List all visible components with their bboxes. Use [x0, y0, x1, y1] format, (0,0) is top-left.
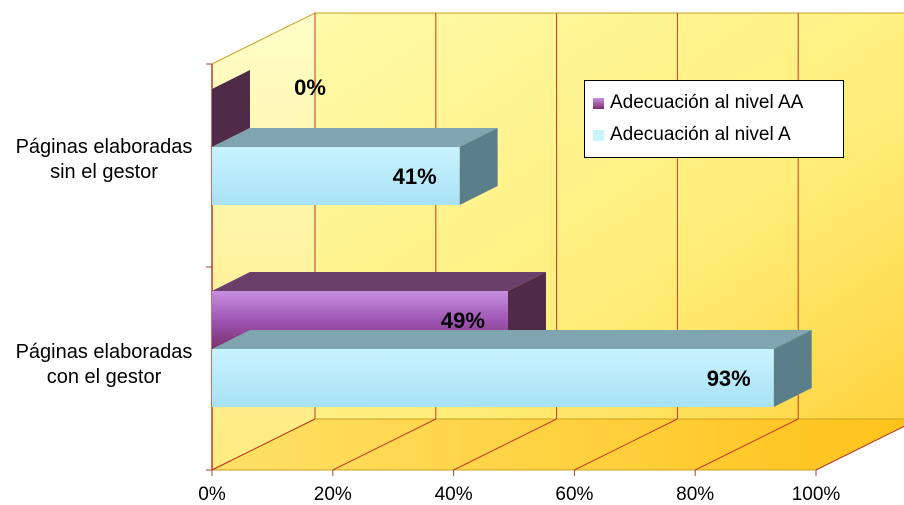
category-label-con-gestor: Páginas elaboradas con el gestor: [15, 341, 193, 388]
bar-a-0-top: [212, 128, 498, 147]
legend-label-a: Adecuación al nivel A: [610, 124, 791, 145]
x-tick-label: 40%: [435, 484, 473, 505]
legend-swatch-aa: [593, 97, 604, 109]
legend: Adecuación al nivel AA Adecuación al niv…: [584, 80, 844, 158]
gridline-floor: [453, 418, 557, 471]
x-tick-label: 20%: [314, 484, 352, 505]
bar-a-1-top: [212, 330, 812, 349]
legend-label-aa: Adecuación al nivel AA: [610, 92, 804, 113]
data-label-aa-0: 0%: [294, 75, 326, 100]
data-label-aa-1: 49%: [441, 308, 485, 333]
legend-item-aa: Adecuación al nivel AA: [593, 87, 835, 119]
gridline-floor: [694, 418, 799, 471]
x-tick-label: 0%: [198, 484, 226, 505]
gridline-floor: [211, 418, 316, 471]
bar-a-1-side: [773, 330, 812, 407]
bar-a-1: [212, 349, 774, 407]
data-label-a-1: 93%: [707, 366, 751, 391]
gridline-floor: [815, 425, 904, 471]
x-tick-label: 60%: [555, 484, 593, 505]
bar-a-0: [212, 147, 460, 205]
bar-aa-1-side: [507, 272, 546, 349]
bar-a-0-side: [459, 128, 498, 205]
gridline-floor: [332, 418, 437, 471]
x-tick-label: 80%: [676, 484, 714, 505]
data-label-a-0: 41%: [393, 164, 437, 189]
legend-item-a: Adecuación al nivel A: [593, 119, 835, 151]
floor: [211, 418, 904, 471]
legend-swatch-a: [593, 129, 604, 141]
bar-aa-1-top: [212, 272, 546, 291]
x-tick-label: 100%: [792, 484, 841, 505]
gridline-floor: [574, 418, 678, 471]
category-label-sin-gestor: Páginas elaboradas sin el gestor: [15, 136, 193, 183]
bar-aa-0: [212, 70, 250, 147]
